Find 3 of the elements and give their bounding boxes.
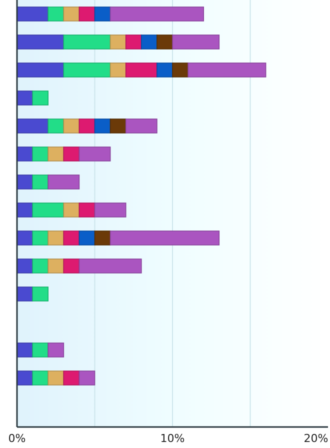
- x-tick-label: 0%: [8, 432, 26, 445]
- x-tick-label: 20%: [304, 432, 328, 445]
- x-tick-label: 10%: [160, 432, 185, 445]
